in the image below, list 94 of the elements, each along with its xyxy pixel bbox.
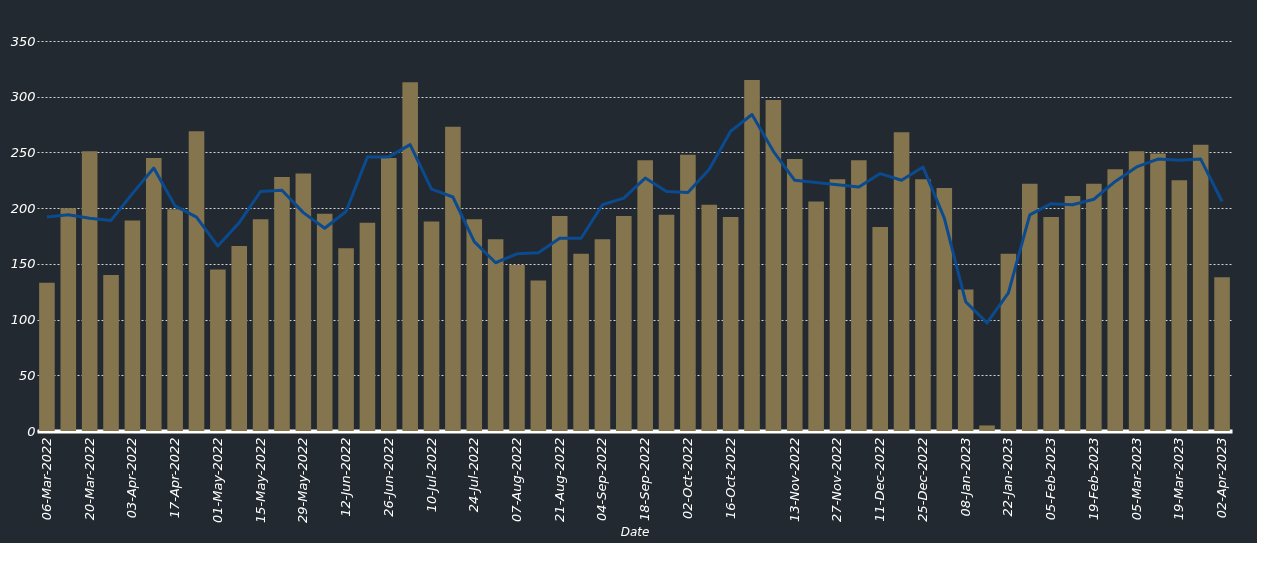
line-series xyxy=(45,113,1224,325)
x-tick-label: 27-Nov-2022 xyxy=(829,437,845,522)
x-tick-label: 03-Apr-2022 xyxy=(124,437,140,519)
bar xyxy=(551,215,568,431)
bar xyxy=(274,176,290,431)
x-axis-title: Date xyxy=(620,524,650,539)
x-tick-label: 04-Sep-2022 xyxy=(594,437,610,522)
bar xyxy=(1128,151,1145,431)
bar xyxy=(530,280,547,431)
bar xyxy=(594,239,611,431)
x-tick-label: 11-Dec-2022 xyxy=(872,437,888,522)
x-tick-label: 18-Sep-2022 xyxy=(637,437,653,522)
x-tick-label: 08-Jan-2023 xyxy=(957,437,973,517)
x-tick-label: 25-Dec-2022 xyxy=(914,437,930,522)
y-tick-label: 350 xyxy=(10,33,36,49)
x-tick-label: 21-Aug-2022 xyxy=(551,437,567,522)
x-tick-label: 26-Jun-2022 xyxy=(380,437,396,517)
bar xyxy=(936,188,953,431)
bar xyxy=(445,126,461,431)
bar xyxy=(786,159,803,431)
bar xyxy=(1021,183,1038,431)
bar xyxy=(680,154,696,431)
x-tick-label: 16-Oct-2022 xyxy=(722,437,738,519)
x-tick-label: 05-Mar-2023 xyxy=(1128,437,1144,521)
y-tick-label: 200 xyxy=(10,200,36,216)
bar xyxy=(979,425,995,431)
bar xyxy=(915,179,931,431)
bar xyxy=(188,131,205,431)
bar xyxy=(402,82,418,431)
bar xyxy=(338,248,354,431)
bar xyxy=(81,151,98,431)
bar xyxy=(722,217,739,431)
bar xyxy=(616,215,632,431)
bar xyxy=(1000,253,1017,431)
x-tick-label: 06-Mar-2022 xyxy=(38,437,54,521)
x-tick-label: 05-Feb-2023 xyxy=(1043,437,1059,521)
x-tick-label: 19-Mar-2023 xyxy=(1171,437,1187,521)
bar xyxy=(103,275,119,431)
bar xyxy=(765,100,782,431)
bar xyxy=(60,208,77,431)
x-tick-label: 02-Oct-2022 xyxy=(679,437,695,519)
bar xyxy=(851,160,867,431)
bar xyxy=(487,239,504,431)
bar xyxy=(829,179,846,431)
bar xyxy=(1150,153,1166,431)
bar xyxy=(744,80,760,431)
x-tick-label: 20-Mar-2022 xyxy=(81,437,97,521)
bar xyxy=(295,173,312,431)
x-tick-label: 01-May-2022 xyxy=(209,437,225,523)
x-tick-label: 17-Apr-2022 xyxy=(167,437,183,519)
bar xyxy=(1214,277,1230,431)
y-tick-label: 150 xyxy=(10,256,36,272)
bar xyxy=(167,209,183,431)
bar xyxy=(808,201,824,431)
y-tick-label: 0 xyxy=(27,423,36,439)
bar xyxy=(466,219,483,431)
bar xyxy=(1043,217,1059,431)
x-tick-label: 15-May-2022 xyxy=(252,437,268,523)
bar xyxy=(872,227,889,431)
x-tick-label: 13-Nov-2022 xyxy=(786,437,802,522)
x-tick-label: 07-Aug-2022 xyxy=(508,437,524,522)
bar xyxy=(252,219,269,431)
x-tick-label: 02-Apr-2023 xyxy=(1214,437,1230,519)
bar xyxy=(893,132,910,431)
bar xyxy=(1086,183,1102,431)
bar xyxy=(701,204,718,431)
y-tick-label: 100 xyxy=(10,312,36,328)
x-tick-label: 22-Jan-2023 xyxy=(1000,437,1016,517)
y-tick-label: 300 xyxy=(10,89,36,105)
x-tick-label: 12-Jun-2022 xyxy=(338,437,354,517)
bar xyxy=(210,269,226,431)
bar xyxy=(1064,195,1081,431)
x-tick-label: 19-Feb-2023 xyxy=(1085,437,1101,521)
bar xyxy=(39,282,55,431)
bar xyxy=(658,214,675,431)
bar xyxy=(359,222,376,431)
bar xyxy=(423,221,440,431)
bar xyxy=(573,253,589,431)
bar xyxy=(124,220,141,431)
bar xyxy=(380,158,397,431)
bar xyxy=(1107,169,1124,431)
bar xyxy=(509,264,525,431)
y-tick-label: 250 xyxy=(10,144,36,160)
bar xyxy=(1192,144,1209,431)
x-tick-label: 24-Jul-2022 xyxy=(466,437,482,513)
bar xyxy=(1171,180,1188,431)
x-tick-label: 29-May-2022 xyxy=(295,437,311,523)
y-tick-label: 50 xyxy=(18,367,36,383)
bar xyxy=(231,246,248,431)
bar xyxy=(637,160,653,431)
bar xyxy=(316,213,333,431)
bar xyxy=(145,158,162,431)
bar xyxy=(957,289,974,431)
x-tick-label: 10-Jul-2022 xyxy=(423,437,439,513)
